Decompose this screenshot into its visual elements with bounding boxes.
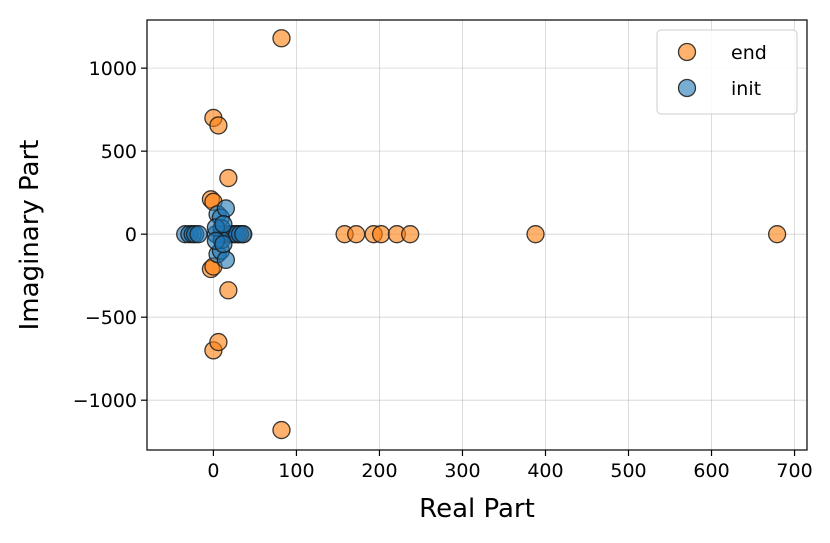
- point-end: [272, 420, 291, 440]
- y-tick-label: 1000: [89, 58, 137, 80]
- y-tick-label: 500: [101, 141, 137, 163]
- legend-label-end: end: [731, 42, 767, 64]
- x-tick-label: 400: [527, 460, 563, 482]
- x-tick-label: 700: [776, 460, 812, 482]
- legend-marker-init: [677, 78, 697, 98]
- y-axis: −1000 −500 0 500 1000: [73, 58, 147, 412]
- point-end: [401, 225, 420, 244]
- series-end: [201, 29, 787, 440]
- point-init: [214, 234, 233, 254]
- x-tick-label: 0: [207, 460, 219, 482]
- point-init: [216, 199, 236, 218]
- point-end: [219, 281, 238, 300]
- point-end: [209, 116, 228, 135]
- point-init: [234, 225, 253, 244]
- point-end: [209, 332, 228, 352]
- y-tick-label: −500: [85, 307, 137, 329]
- point-end: [526, 225, 545, 244]
- point-end: [767, 225, 787, 244]
- x-tick-label: 200: [361, 460, 397, 482]
- x-tick-label: 500: [610, 460, 646, 482]
- point-init: [189, 225, 208, 244]
- x-tick-label: 100: [278, 460, 314, 482]
- point-init: [214, 215, 233, 234]
- point-end: [371, 225, 391, 244]
- y-tick-label: 0: [125, 224, 137, 246]
- legend-label-init: init: [731, 78, 761, 100]
- point-init: [216, 250, 236, 270]
- x-tick-label: 600: [693, 460, 729, 482]
- point-end: [347, 225, 366, 244]
- y-tick-label: −1000: [73, 390, 137, 412]
- legend: end init: [656, 29, 798, 115]
- legend-box: [656, 29, 798, 115]
- x-axis: 0 100 200 300 400 500 600 700: [207, 450, 813, 482]
- plot-frame: [146, 19, 808, 451]
- series-init: [176, 199, 253, 270]
- legend-marker-end: [677, 42, 697, 62]
- x-tick-label: 300: [444, 460, 480, 482]
- point-end: [272, 29, 291, 48]
- y-axis-label: Imaginary Part: [15, 140, 45, 331]
- data-points: [176, 29, 787, 440]
- x-axis-label: Real Part: [419, 494, 535, 524]
- point-end: [219, 168, 238, 188]
